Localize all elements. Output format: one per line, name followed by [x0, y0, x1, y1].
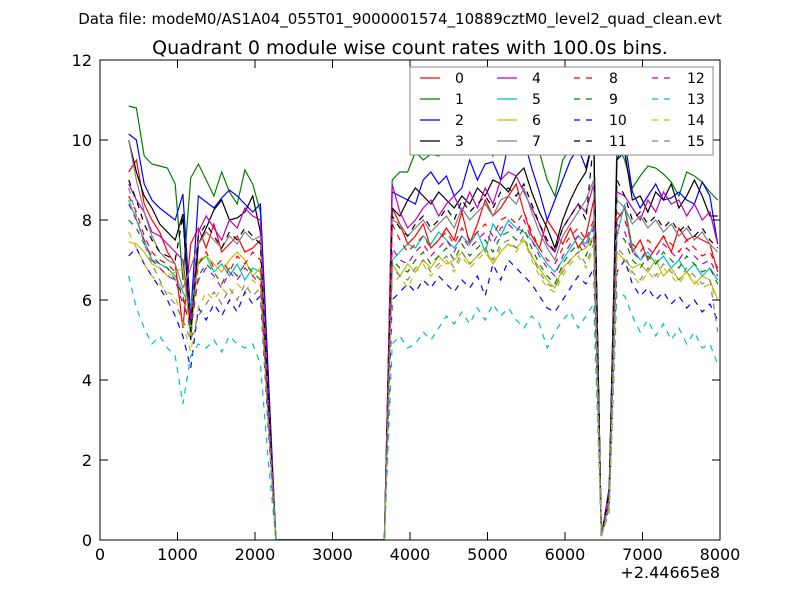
- legend-label-0: 0: [455, 71, 464, 87]
- legend-label-3: 3: [455, 134, 464, 150]
- legend-label-6: 6: [532, 113, 541, 129]
- y-tick-label: 8: [82, 211, 92, 230]
- legend-label-12: 12: [687, 71, 705, 87]
- series-line-11: [128, 139, 719, 540]
- series-layer: [128, 105, 719, 540]
- x-tick-label: 7000: [622, 545, 663, 564]
- series-line-9: [128, 219, 719, 540]
- legend-label-1: 1: [455, 92, 464, 108]
- chart-title: Quadrant 0 module wise count rates with …: [152, 37, 668, 59]
- y-tick-label: 6: [82, 291, 92, 310]
- series-line-7: [128, 139, 719, 540]
- series-line-0: [128, 158, 719, 540]
- legend-label-7: 7: [532, 134, 541, 150]
- x-tick-label: 2000: [235, 545, 276, 564]
- y-tick-label: 0: [82, 531, 92, 550]
- legend-label-8: 8: [609, 71, 618, 87]
- legend-label-4: 4: [532, 71, 541, 87]
- suptitle: Data file: modeM0/AS1A04_055T01_90000015…: [78, 10, 722, 29]
- series-line-15: [128, 187, 719, 540]
- series-line-8: [128, 195, 719, 540]
- y-tick-label: 2: [82, 451, 92, 470]
- x-tick-label: 3000: [312, 545, 353, 564]
- y-tick-label: 4: [82, 371, 92, 390]
- series-line-12: [128, 203, 719, 540]
- x-tick-label: 8000: [700, 545, 741, 564]
- series-line-3: [128, 135, 718, 540]
- series-line-4: [128, 171, 719, 540]
- x-tick-label: 6000: [545, 545, 586, 564]
- series-line-13: [128, 275, 719, 540]
- ticks-layer: 0 1000 2000 3000 4000 5000 6000 7000 80000246810…: [72, 51, 741, 564]
- x-offset-label: +2.44665e8: [620, 563, 720, 582]
- legend-label-13: 13: [687, 92, 705, 108]
- legend-label-9: 9: [609, 92, 618, 108]
- legend-label-2: 2: [455, 113, 464, 129]
- legend-label-15: 15: [687, 134, 705, 150]
- x-tick-label: 4000: [390, 545, 431, 564]
- legend-label-11: 11: [609, 134, 627, 150]
- legend-label-14: 14: [687, 113, 705, 129]
- legend-label-5: 5: [532, 92, 541, 108]
- legend-frame: [409, 66, 714, 156]
- x-tick-label: 1000: [157, 545, 198, 564]
- legend-label-10: 10: [609, 113, 627, 129]
- x-tick-label: 0: [95, 545, 105, 564]
- x-tick-label: 5000: [467, 545, 508, 564]
- y-tick-label: 10: [72, 131, 92, 150]
- plot-frame: [99, 59, 721, 541]
- y-tick-label: 12: [72, 51, 92, 70]
- series-line-14: [128, 231, 719, 540]
